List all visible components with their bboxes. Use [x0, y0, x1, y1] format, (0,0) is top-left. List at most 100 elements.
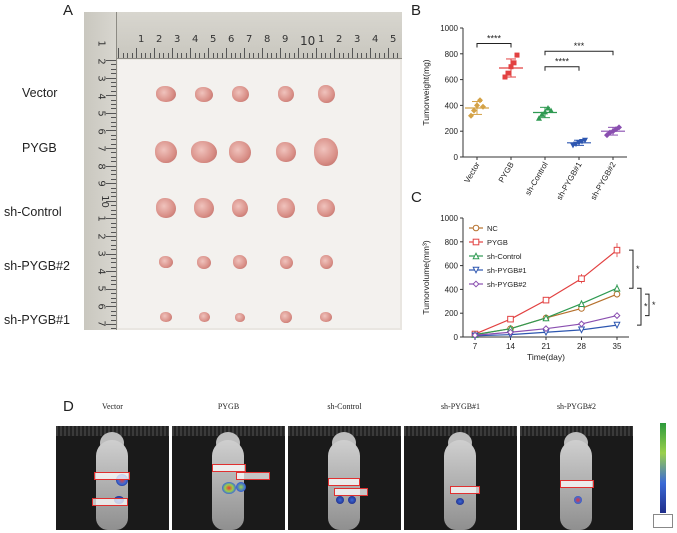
- ruler-tick: [145, 53, 146, 58]
- ruler-left-number: 4: [95, 92, 107, 100]
- ruler-tick: [316, 48, 317, 58]
- ruler-tick: [289, 53, 290, 58]
- ruler-tick: [106, 236, 116, 237]
- ruler-tick: [217, 53, 218, 58]
- ruler-tick: [111, 258, 116, 259]
- signal-spot: [456, 498, 464, 505]
- ruler-tick: [111, 209, 116, 211]
- cage-stripe: [288, 426, 401, 436]
- ruler-top-number: 1: [318, 34, 325, 45]
- roi-label: [328, 478, 360, 486]
- roi-label: [334, 488, 368, 496]
- tumor-sample: [276, 142, 296, 162]
- ruler-tick: [388, 48, 389, 58]
- mouse-title-pygb: PYGB: [217, 402, 240, 411]
- mouse-title-sh-pygb-1: sh-PYGB#1: [440, 402, 481, 411]
- significance-bracket: [629, 249, 634, 289]
- ruler-top-number: 6: [228, 34, 235, 45]
- roi-label: [92, 498, 128, 506]
- ruler-tick: [266, 53, 268, 58]
- ruler-tick: [199, 53, 200, 58]
- color-scale-bar: [660, 423, 666, 513]
- ruler-tick: [106, 165, 116, 167]
- x-tick-label: 28: [577, 342, 586, 351]
- ruler-left-number: 5: [95, 285, 107, 292]
- tumor-sample: [278, 86, 294, 102]
- ruler-tick: [111, 161, 116, 163]
- ruler-left-number: 9: [95, 180, 107, 187]
- y-tick-label: 0: [454, 333, 459, 342]
- data-point: [472, 266, 480, 274]
- ruler-tick: [106, 112, 116, 114]
- ruler-top-number: 8: [264, 34, 271, 45]
- ruler-tick: [329, 53, 331, 58]
- signal-spot: [348, 496, 356, 504]
- ruler-tick: [284, 53, 286, 58]
- ruler-tick: [352, 48, 353, 58]
- ruler-tick: [106, 200, 116, 202]
- signal-spot: [222, 482, 236, 494]
- tumor-sample: [159, 256, 173, 268]
- ruler-left-number: 2: [95, 57, 107, 65]
- ruler-tick: [203, 53, 205, 58]
- data-point: [539, 111, 545, 117]
- x-tick-label: Vector: [463, 160, 482, 184]
- ruler-tick: [356, 53, 358, 58]
- mouse-image-sh-pygb-1: [404, 426, 517, 530]
- ruler-tick: [163, 53, 164, 58]
- imaging-panel: Vector PYGB sh-Control sh-PYGB#1 sh-PYGB…: [56, 402, 644, 530]
- ruler-tick: [334, 48, 335, 58]
- data-point: [582, 137, 588, 144]
- data-point: [471, 331, 479, 339]
- ruler-tick: [106, 77, 116, 79]
- x-tick-label: sh-Control: [523, 160, 549, 197]
- tumor-sample: [195, 86, 213, 102]
- significance-label: ***: [574, 41, 585, 51]
- row-label-sh-pygb-1: sh-PYGB#1: [4, 313, 71, 327]
- tumor-sample: [197, 255, 211, 269]
- data-point: [545, 104, 551, 111]
- ruler-left-number: 7: [95, 320, 107, 327]
- ruler-top-number: 4: [372, 34, 379, 45]
- tumor-sample: [314, 138, 338, 166]
- ruler-tick: [239, 53, 241, 58]
- data-point: [613, 312, 621, 320]
- ruler-tick: [167, 53, 169, 58]
- ruler-top-number: 4: [192, 34, 199, 45]
- tumor-sample: [198, 312, 210, 322]
- tumor-sample: [235, 312, 245, 322]
- ruler-tick: [176, 53, 178, 58]
- ruler-tick: [379, 53, 380, 58]
- data-point: [472, 252, 480, 260]
- significance-bracket: [544, 66, 580, 71]
- significance-label: *: [652, 300, 656, 310]
- ruler-tick: [374, 53, 376, 58]
- x-tick-label: 7: [473, 342, 478, 351]
- data-point: [613, 246, 621, 254]
- ruler-left-number: 2: [95, 232, 107, 240]
- ruler-tick: [248, 53, 250, 58]
- ruler-tick: [106, 130, 116, 132]
- data-point: [607, 129, 613, 136]
- legend-label: sh-PYGB#1: [487, 266, 527, 275]
- tumor-sample: [232, 199, 248, 217]
- y-tick-label: 200: [445, 309, 459, 318]
- data-point: [508, 64, 514, 70]
- data-point: [577, 320, 586, 328]
- ruler-left-number: 8: [95, 162, 107, 170]
- ruler-left: [84, 12, 117, 330]
- ruler-tick: [111, 249, 116, 251]
- y-tick-label: 600: [445, 76, 459, 85]
- significance-label: *: [636, 264, 640, 274]
- tumor-sample: [191, 141, 217, 163]
- data-point: [472, 280, 480, 288]
- ruler-tick: [111, 240, 116, 242]
- row-label-sh-control: sh-Control: [4, 205, 62, 219]
- ruler-top-number: 1: [138, 34, 145, 45]
- ruler-tick: [111, 174, 116, 176]
- ruler-tick: [235, 53, 236, 58]
- ruler-tick: [111, 275, 116, 277]
- ruler-top-number: 3: [174, 34, 181, 45]
- significance-bracket: [476, 42, 512, 48]
- significance-label: ****: [487, 33, 502, 43]
